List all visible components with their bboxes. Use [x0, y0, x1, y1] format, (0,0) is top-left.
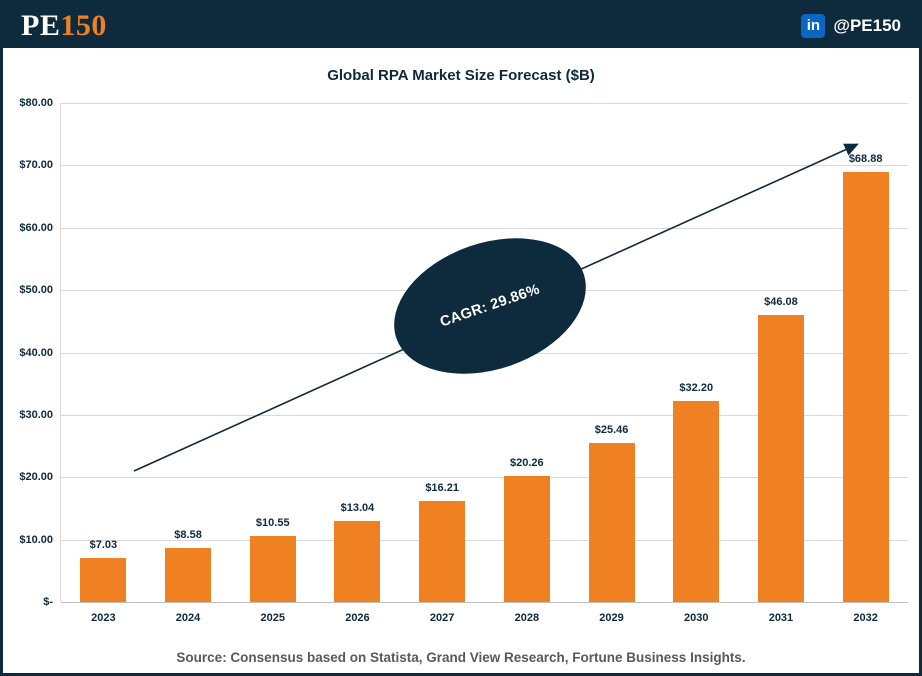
source-note: Source: Consensus based on Statista, Gra…: [176, 650, 746, 665]
x-axis-tick-label: 2031: [768, 612, 794, 624]
y-axis-tick-label: $80.00: [19, 97, 53, 109]
x-axis-tick-label: 2027: [429, 612, 455, 624]
y-axis-tick-label: $20.00: [19, 471, 53, 484]
cagr-annotation-ellipse: CAGR: 29.86%: [375, 214, 605, 398]
chart-title: Global RPA Market Size Forecast ($B): [327, 67, 595, 84]
bar-value-label: $7.03: [89, 539, 118, 552]
chart-plot-area: CAGR: 29.86% $- $10.00 $20.00 $30.00 $40.00 $…: [19, 97, 908, 624]
x-axis-tick-label: 2028: [514, 612, 540, 624]
x-axis-tick-label: 2026: [345, 612, 370, 624]
x-axis-tick-label: 2025: [260, 612, 285, 624]
bar-value-label: $10.55: [255, 517, 290, 530]
linkedin-icon: in: [801, 13, 826, 38]
gridline: [61, 227, 908, 229]
y-axis-tick-label: $40.00: [19, 346, 53, 359]
bar-2029: [588, 443, 635, 602]
bar-value-label: $20.26: [510, 456, 544, 469]
bar-value-label: $16.21: [425, 481, 459, 494]
header-bar: PE150 in @PE150: [3, 3, 919, 48]
bar-value-label: $13.04: [340, 501, 375, 514]
bar-value-label: $68.88: [848, 153, 883, 166]
bar-2031: [757, 314, 804, 602]
y-axis-tick-label: $10.00: [19, 533, 53, 546]
bar-value-label: $32.20: [679, 382, 714, 395]
bar-2032: [842, 172, 889, 602]
x-axis-tick-label: 2030: [684, 612, 709, 624]
cagr-annotation-text: CAGR: 29.86%: [438, 281, 542, 331]
gridline: [61, 165, 908, 167]
bar-2026: [334, 520, 381, 602]
bar-value-label: $25.46: [594, 424, 629, 437]
x-axis-tick-label: 2029: [599, 612, 624, 624]
y-axis-tick-label: $70.00: [19, 159, 53, 172]
y-axis-tick-label: $50.00: [19, 284, 53, 297]
x-axis-tick-label: 2024: [175, 612, 201, 624]
y-axis-tick-label: $60.00: [19, 221, 53, 234]
social-handle: in @PE150: [801, 13, 901, 38]
bar-value-label: $46.08: [764, 295, 798, 308]
bar-2025: [249, 536, 296, 602]
x-axis-tick-label: 2032: [853, 612, 878, 624]
bar-2023: [80, 558, 127, 602]
bar-2028: [503, 475, 550, 602]
bar-2030: [673, 401, 720, 602]
gridline: [61, 103, 908, 104]
bar-2024: [165, 548, 212, 602]
logo-text-pe: PE: [21, 8, 61, 42]
gridline: [61, 477, 908, 479]
linkedin-handle: @PE150: [833, 15, 901, 35]
y-axis-tick-label: $-: [43, 596, 53, 608]
y-axis-tick-label: $30.00: [19, 408, 53, 421]
x-axis-tick-label: 2023: [91, 612, 116, 624]
gridline: [61, 539, 908, 541]
bar-2027: [419, 500, 466, 602]
logo-text-150: 150: [60, 8, 107, 42]
bar-value-label: $8.58: [174, 529, 202, 542]
pe150-logo: PE150: [21, 8, 107, 42]
gridline: [61, 602, 908, 603]
